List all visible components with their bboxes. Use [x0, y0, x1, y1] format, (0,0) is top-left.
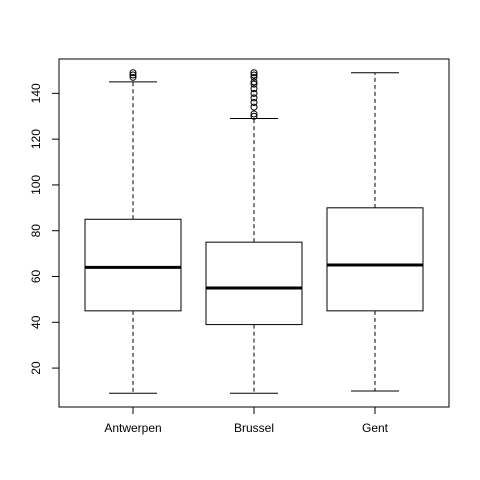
- y-tick-label: 60: [29, 270, 43, 284]
- outlier-point: [250, 110, 258, 118]
- y-tick-label: 100: [29, 175, 43, 195]
- y-tick-label: 80: [29, 224, 43, 238]
- outlier-point: [250, 69, 258, 77]
- y-tick-label: 20: [29, 361, 43, 375]
- outlier-point: [250, 71, 258, 79]
- box-antwerpen: [84, 69, 182, 394]
- outlier-point: [250, 99, 258, 106]
- box-brussel: [205, 69, 303, 394]
- box-gent: [326, 72, 424, 392]
- outlier-point: [129, 71, 137, 79]
- y-axis: 20 40 60 80 100 120 140: [29, 83, 59, 375]
- iqr-box: [205, 241, 303, 326]
- outlier-point: [250, 85, 258, 93]
- x-axis: Antwerpen Brussel Gent: [104, 407, 389, 435]
- y-tick-label: 120: [29, 129, 43, 149]
- x-tick-label: Brussel: [234, 421, 274, 435]
- outlier-point: [250, 80, 258, 88]
- outlier-point: [250, 73, 258, 81]
- outlier-point: [250, 89, 258, 97]
- outlier-point: [250, 78, 258, 86]
- outlier-point: [250, 112, 258, 120]
- y-tick-label: 140: [29, 83, 43, 103]
- outlier-point: [250, 103, 258, 111]
- x-tick-label: Gent: [362, 421, 389, 435]
- boxes-layer: [84, 69, 424, 394]
- iqr-box: [326, 207, 424, 312]
- outlier-point: [250, 94, 258, 102]
- y-tick-label: 40: [29, 315, 43, 329]
- iqr-box: [84, 218, 182, 312]
- outlier-point: [129, 73, 137, 81]
- x-tick-label: Antwerpen: [104, 421, 161, 435]
- outlier-point: [129, 69, 137, 77]
